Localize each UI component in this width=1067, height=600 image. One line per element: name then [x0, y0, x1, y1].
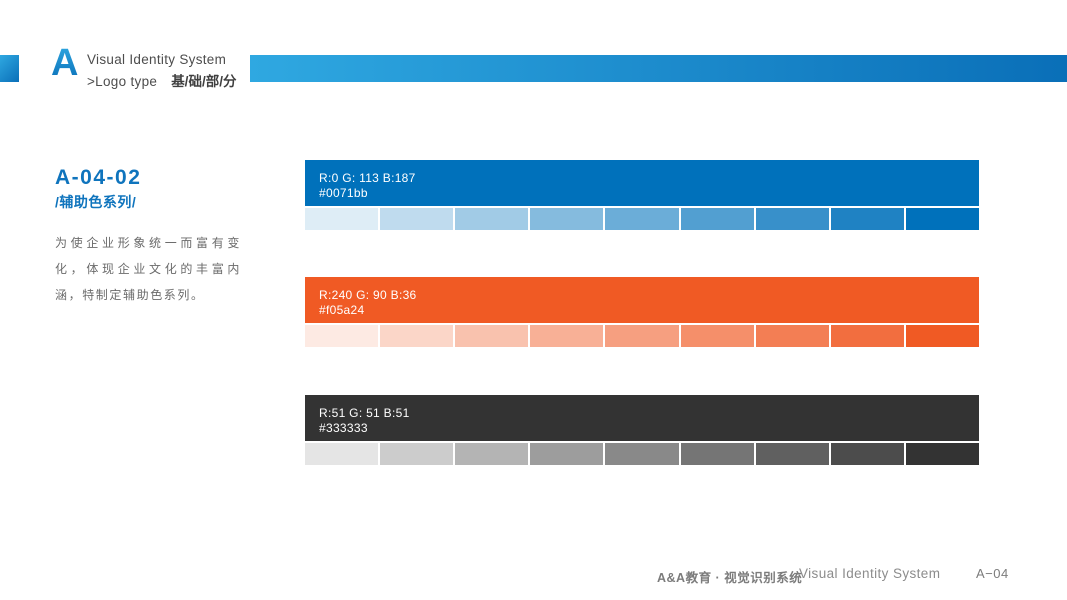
section-description: 为使企业形象统一而富有变化，体现企业文化的丰富内涵，特制定辅助色系列。 [55, 236, 241, 302]
footer-page-number: A−04 [976, 566, 1009, 581]
tint-swatch [305, 208, 379, 230]
tint-swatch [605, 208, 679, 230]
tint-scale-row [305, 208, 979, 230]
tint-swatch [830, 208, 904, 230]
tint-scale-row [305, 325, 979, 347]
color-rgb-label: R:240 G: 90 B:36 [319, 288, 417, 302]
section-code: A-04-02 [55, 166, 142, 189]
tint-swatch [605, 443, 679, 465]
header-subtitle-en: >Logo type [87, 74, 158, 89]
tint-scale-row [305, 443, 979, 465]
header-subtitle: >Logo type 基/础/部/分 [87, 70, 236, 90]
tint-swatch [830, 325, 904, 347]
tint-swatch [380, 208, 454, 230]
brand-letter-logo: A [51, 42, 79, 84]
footer-brand-en: Visual Identity System [799, 566, 941, 581]
corner-accent-square [0, 55, 19, 82]
color-bar-main: R:51 G: 51 B:51 #333333 [305, 395, 979, 441]
tint-swatch [830, 443, 904, 465]
color-rgb-label: R:51 G: 51 B:51 [319, 406, 410, 420]
footer-brand-cn: A&A教育 · 视觉识别系统 [657, 571, 803, 585]
tint-swatch [755, 208, 829, 230]
tint-swatch [755, 325, 829, 347]
color-hex-label: #0071bb [319, 186, 368, 200]
header-title: Visual Identity System [87, 52, 227, 67]
tint-swatch [680, 325, 754, 347]
color-bar-blue: R:0 G: 113 B:187 #0071bb [305, 160, 979, 230]
color-bar-main: R:0 G: 113 B:187 #0071bb [305, 160, 979, 206]
auxiliary-color-bars: R:0 G: 113 B:187 #0071bb R:240 G: 90 B:3… [305, 160, 979, 466]
tint-swatch [305, 443, 379, 465]
color-bar-main: R:240 G: 90 B:36 #f05a24 [305, 277, 979, 323]
header-title-block: Visual Identity System >Logo type 基/础/部/分 [87, 52, 236, 90]
tint-swatch [755, 443, 829, 465]
color-rgb-label: R:0 G: 113 B:187 [319, 171, 416, 185]
section-intro: A-04-02 /辅助色系列/ 为使企业形象统一而富有变化，体现企业文化的丰富内… [55, 166, 255, 308]
page-footer: A&A教育 · 视觉识别系统 Visual Identity System A−… [0, 566, 1067, 586]
top-gradient-bar [250, 55, 1067, 82]
color-hex-label: #333333 [319, 421, 368, 435]
color-hex-label: #f05a24 [319, 303, 365, 317]
section-subtitle: /辅助色系列/ [55, 194, 137, 210]
tint-swatch [530, 208, 604, 230]
tint-swatch [380, 325, 454, 347]
color-bar-dark-gray: R:51 G: 51 B:51 #333333 [305, 395, 979, 465]
header-subtitle-cn: 基/础/部/分 [171, 74, 237, 89]
color-bar-orange: R:240 G: 90 B:36 #f05a24 [305, 277, 979, 347]
tint-swatch [680, 208, 754, 230]
tint-swatch [680, 443, 754, 465]
tint-swatch [530, 325, 604, 347]
tint-swatch [605, 325, 679, 347]
tint-swatch [455, 443, 529, 465]
tint-swatch [905, 325, 979, 347]
tint-swatch [905, 208, 979, 230]
tint-swatch [305, 325, 379, 347]
tint-swatch [455, 325, 529, 347]
tint-swatch [455, 208, 529, 230]
tint-swatch [380, 443, 454, 465]
tint-swatch [530, 443, 604, 465]
tint-swatch [905, 443, 979, 465]
